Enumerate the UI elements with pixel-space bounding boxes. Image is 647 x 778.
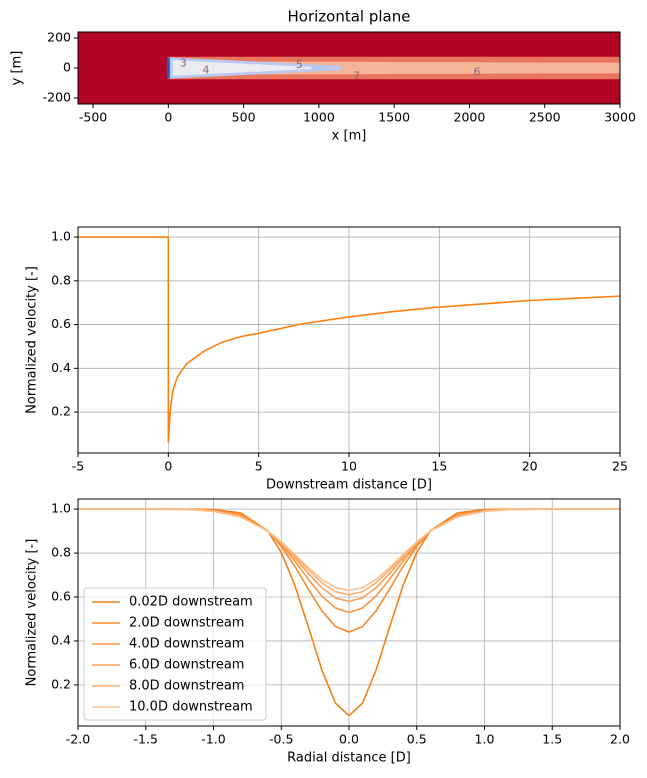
y-tick-label: 200 [47,30,71,45]
x-axis-label: Downstream distance [D] [266,478,432,493]
y-tick-label: 1.0 [51,501,71,516]
contour-label: 7 [353,69,360,82]
x-tick-label: -1.0 [201,732,225,747]
data-line [78,508,620,592]
legend-label: 4.0D downstream [129,637,244,652]
y-tick-label: 0.4 [51,632,71,647]
y-axis-label: Normalized velocity [-] [25,539,40,687]
x-tick-label: 2500 [529,110,561,125]
x-tick-label: -2.0 [66,732,90,747]
y-tick-label: 0 [63,60,71,75]
x-tick-label: 25 [612,459,628,474]
legend-label: 6.0D downstream [129,658,244,673]
y-tick-label: 0.2 [51,676,71,691]
x-tick-label: 2.0 [610,732,630,747]
y-tick-label: 1.0 [51,229,71,244]
y-tick-label: 0.4 [51,360,71,375]
axes: 3 4 5 6 7 -500 0 500 1000 1500 2000 2500 3000 -200 0 20… [10,8,636,144]
data-line [78,236,621,443]
contour-label: 3 [180,57,187,70]
axes-frame [77,498,621,727]
x-tick-label: 10 [341,459,357,474]
x-tick-label: 2000 [454,110,486,125]
axes-frame [77,226,621,454]
legend-label: 10.0D downstream [129,700,253,715]
contour-label: 5 [296,58,303,71]
x-tick-label: 1.5 [542,732,562,747]
chart-title: Horizontal plane [288,8,411,26]
x-tick-label: -1.5 [134,732,158,747]
contour-label: 6 [473,66,480,79]
x-tick-label: 3000 [604,110,636,125]
x-tick-label: 0 [164,459,172,474]
axes: -5 0 5 10 15 20 25 0.2 0.4 0.6 0.8 1.0 Downstream di… [25,226,628,493]
x-tick-label: -500 [79,110,107,125]
y-tick-label: 0.6 [51,589,71,604]
axes-frame [77,31,621,105]
contour-band [172,60,312,76]
x-tick-label: 1000 [303,110,335,125]
x-axis-label: Radial distance [D] [287,751,411,766]
y-axis-label: Normalized velocity [-] [25,266,40,414]
x-tick-label: 0.5 [407,732,427,747]
legend-label: 0.02D downstream [129,595,253,610]
legend: 0.02D downstream 2.0D downstream 4.0D down… [83,587,267,721]
legend-label: 8.0D downstream [129,679,244,694]
x-tick-label: 5 [255,459,263,474]
contour-label: 4 [202,63,209,76]
x-tick-label: -0.5 [269,732,293,747]
x-tick-label: -5 [72,459,84,474]
x-tick-label: 0 [164,110,172,125]
y-tick-label: 0.2 [51,404,71,419]
legend-label: 2.0D downstream [129,616,244,631]
x-tick-label: 15 [431,459,447,474]
x-tick-label: 1500 [378,110,410,125]
x-tick-label: 1.0 [475,732,495,747]
x-tick-label: 500 [232,110,256,125]
x-tick-label: 20 [522,459,538,474]
axes: -2.0 -1.5 -1.0 -0.5 0.0 0.5 1.0 1.5 2.0 0.2 0.4 0.6… [25,498,630,766]
data-line [78,508,620,717]
y-axis-label: y [m] [10,51,25,86]
x-axis-label: x [m] [332,129,367,144]
y-tick-label: 0.8 [51,272,71,287]
y-tick-label: 0.8 [51,545,71,560]
x-tick-label: 0.0 [339,732,359,747]
y-tick-label: -200 [43,90,71,105]
legend-box [83,587,267,721]
y-tick-label: 0.6 [51,316,71,331]
